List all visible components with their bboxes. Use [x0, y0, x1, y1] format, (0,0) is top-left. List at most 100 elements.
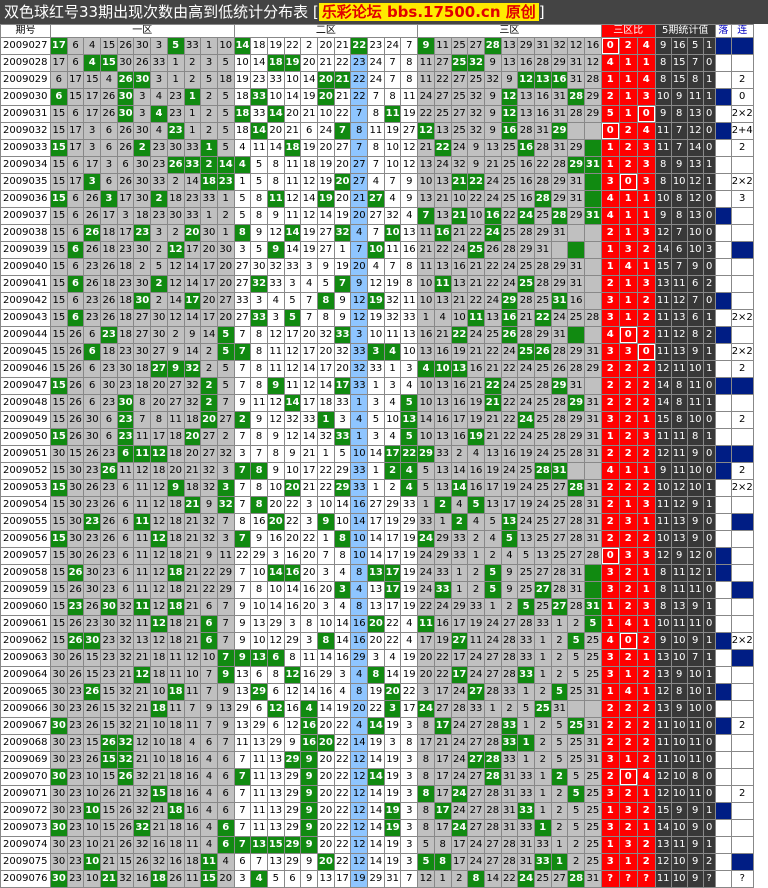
number-cell: 4: [150, 122, 168, 140]
number-cell: 4: [367, 173, 385, 191]
number-cell: 10: [83, 768, 102, 786]
number-cell: 32: [467, 88, 485, 106]
number-cell: 23: [83, 309, 102, 327]
stat5-cell: 9: [686, 343, 704, 361]
number-cell: 18: [100, 241, 118, 259]
stat5-cell: 5: [686, 37, 704, 55]
number-cell: 28: [483, 751, 502, 769]
number-cell: 7: [233, 802, 252, 820]
number-cell: 33: [250, 88, 268, 106]
stat5-cell: 0: [702, 54, 716, 72]
number-cell: 12: [150, 479, 168, 497]
number-cell: 7: [133, 411, 152, 429]
number-cell: 27: [467, 734, 485, 752]
stat5-cell: 11: [654, 309, 672, 327]
number-cell: 29: [333, 462, 352, 480]
number-cell: 5: [483, 581, 502, 599]
stat5-cell: 11: [654, 122, 672, 140]
number-cell: 26: [83, 241, 102, 259]
number-cell: 13: [266, 785, 285, 803]
luo-cell: [714, 292, 732, 310]
number-cell: 12: [400, 139, 419, 157]
number-cell: 25: [517, 275, 535, 293]
number-cell: [567, 326, 585, 344]
number-cell: 32: [550, 37, 569, 55]
number-cell: 4: [400, 207, 419, 225]
number-cell: 22: [233, 547, 252, 565]
number-cell: 16: [433, 224, 452, 242]
number-cell: 15: [50, 428, 68, 446]
number-cell: 4: [350, 224, 369, 242]
ratio-cell: 1: [636, 785, 656, 803]
ratio-cell: 1: [600, 71, 620, 89]
ratio-cell: 2: [636, 700, 656, 718]
stat5-cell: 15: [654, 802, 672, 820]
number-cell: 12: [150, 445, 168, 463]
lian-cell: 0: [730, 88, 754, 106]
number-cell: 16: [517, 190, 535, 208]
number-cell: 27: [467, 751, 485, 769]
number-cell: 26: [83, 275, 102, 293]
stat5-cell: 10: [670, 173, 688, 191]
stat5-cell: 15: [670, 54, 688, 72]
number-cell: 29: [266, 615, 285, 633]
lian-cell: [730, 836, 754, 854]
number-cell: 8: [250, 343, 268, 361]
number-cell: 2: [200, 343, 218, 361]
number-cell: 15: [50, 190, 68, 208]
lian-cell: 2: [730, 785, 754, 803]
number-cell: 29: [550, 173, 569, 191]
number-cell: 23: [183, 190, 202, 208]
table-row: 2009074 30 23 10 21 26 32 16 18 11 4 6 7 13 15 29 9 20 22 1…: [0, 836, 754, 854]
lian-cell: 2: [730, 717, 754, 735]
number-cell: 20: [216, 309, 235, 327]
stat5-cell: 8: [670, 105, 688, 123]
number-cell: 2: [183, 71, 202, 89]
number-cell: 20: [350, 700, 369, 718]
number-cell: 12: [350, 819, 369, 837]
number-cell: 30: [216, 241, 235, 259]
title-close: ]: [538, 3, 545, 21]
lian-cell: ?: [730, 870, 754, 888]
number-cell: 19: [517, 496, 535, 514]
number-cell: 30: [50, 819, 68, 837]
number-cell: 2: [200, 88, 218, 106]
number-cell: 22: [333, 836, 352, 854]
number-cell: 7: [350, 105, 369, 123]
number-cell: [584, 139, 602, 157]
luo-cell: [714, 700, 732, 718]
number-cell: 3: [383, 700, 402, 718]
number-cell: 30: [166, 139, 185, 157]
number-cell: 30: [50, 853, 68, 871]
number-cell: 32: [133, 819, 152, 837]
number-cell: [584, 190, 602, 208]
ratio-cell: 2: [600, 275, 620, 293]
stat5-cell: 13: [670, 598, 688, 616]
number-cell: 26: [116, 71, 135, 89]
number-cell: 20: [333, 173, 352, 191]
number-cell: 31: [567, 71, 585, 89]
number-cell: 10: [417, 173, 435, 191]
stat5-cell: 1: [702, 428, 716, 446]
number-cell: 27: [550, 479, 569, 497]
number-cell: 12: [166, 241, 185, 259]
number-cell: 7: [216, 632, 235, 650]
ratio-cell: 4: [600, 54, 620, 72]
ratio-cell: 1: [618, 292, 638, 310]
ratio-cell: 0: [600, 547, 620, 565]
number-cell: 31: [567, 258, 585, 276]
number-cell: [584, 258, 602, 276]
number-cell: 4: [417, 360, 435, 378]
number-cell: 22: [200, 564, 218, 582]
number-cell: 14: [350, 513, 369, 531]
ratio-cell: 0: [636, 343, 656, 361]
number-cell: 10: [83, 802, 102, 820]
number-cell: 30: [66, 462, 85, 480]
ratio-cell: 1: [618, 666, 638, 684]
number-cell: 4: [200, 802, 218, 820]
number-cell: 21: [183, 615, 202, 633]
number-cell: 30: [200, 224, 218, 242]
number-cell: 16: [467, 479, 485, 497]
number-cell: 1: [467, 547, 485, 565]
number-cell: 9: [266, 207, 285, 225]
